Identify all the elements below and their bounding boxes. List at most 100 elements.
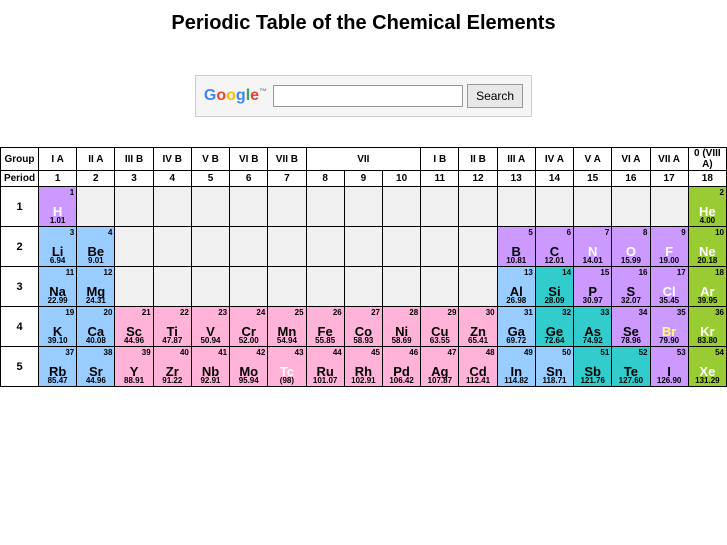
atomic-mass: 40.08 [77,336,114,345]
element-Ag[interactable]: 47Ag107.87 [421,347,459,387]
element-B[interactable]: 5B10.81 [497,227,535,267]
element-Nb[interactable]: 41Nb92.91 [191,347,229,387]
element-Co[interactable]: 27Co58.93 [344,307,382,347]
element-Ge[interactable]: 32Ge72.64 [535,307,573,347]
element-Si[interactable]: 14Si28.09 [535,267,573,307]
element-Ga[interactable]: 31Ga69.72 [497,307,535,347]
element-Be[interactable]: 4Be9.01 [77,227,115,267]
element-K[interactable]: 19K39.10 [39,307,77,347]
empty-cell [382,187,420,227]
element-Ne[interactable]: 10Ne20.18 [688,227,726,267]
atomic-mass: 78.96 [612,336,649,345]
element-Mo[interactable]: 42Mo95.94 [230,347,268,387]
element-Al[interactable]: 13Al26.98 [497,267,535,307]
google-logo: Google™ [204,87,267,105]
element-Kr[interactable]: 36Kr83.80 [688,307,726,347]
atomic-mass: 4.00 [689,216,726,225]
atomic-number: 40 [180,348,189,357]
atomic-number: 7 [605,228,609,237]
element-Xe[interactable]: 54Xe131.29 [688,347,726,387]
element-Mg[interactable]: 12Mg24.31 [77,267,115,307]
atomic-number: 4 [108,228,112,237]
search-button[interactable]: Search [467,84,523,108]
element-Rb[interactable]: 37Rb85.47 [39,347,77,387]
group-number: 6 [230,171,268,187]
atomic-mass: 91.22 [154,376,191,385]
element-Sc[interactable]: 21Sc44.96 [115,307,153,347]
element-Te[interactable]: 52Te127.60 [612,347,650,387]
empty-cell [459,187,497,227]
element-Zr[interactable]: 40Zr91.22 [153,347,191,387]
period-number: 3 [1,267,39,307]
atomic-number: 23 [218,308,227,317]
element-Cu[interactable]: 29Cu63.55 [421,307,459,347]
atomic-number: 13 [524,268,533,277]
element-Na[interactable]: 11Na22.99 [39,267,77,307]
group-header: VI A [612,148,650,171]
atomic-number: 8 [643,228,647,237]
element-Li[interactable]: 3Li6.94 [39,227,77,267]
search-input[interactable] [273,85,463,107]
periodic-table: GroupI AII AIII BIV BV BVI BVII BVIII BI… [0,147,727,387]
element-Ti[interactable]: 22Ti47.87 [153,307,191,347]
atomic-mass: 39.95 [689,296,726,305]
atomic-number: 44 [333,348,342,357]
element-Rh[interactable]: 45Rh102.91 [344,347,382,387]
element-Ni[interactable]: 28Ni58.69 [382,307,420,347]
atomic-mass: 118.71 [536,376,573,385]
element-As[interactable]: 33As74.92 [574,307,612,347]
period-label: Period [1,171,39,187]
group-header: V B [191,148,229,171]
group-number: 7 [268,171,306,187]
empty-cell [612,187,650,227]
element-N[interactable]: 7N14.01 [574,227,612,267]
atomic-number: 54 [715,348,724,357]
group-header: II A [77,148,115,171]
element-Mn[interactable]: 25Mn54.94 [268,307,306,347]
element-Sb[interactable]: 51Sb121.76 [574,347,612,387]
element-I[interactable]: 53I126.90 [650,347,688,387]
element-Pd[interactable]: 46Pd106.42 [382,347,420,387]
element-Fe[interactable]: 26Fe55.85 [306,307,344,347]
group-number: 12 [459,171,497,187]
atomic-number: 39 [142,348,151,357]
element-Tc[interactable]: 43Tc(98) [268,347,306,387]
group-number: 1 [39,171,77,187]
element-Sn[interactable]: 50Sn118.71 [535,347,573,387]
element-C[interactable]: 6C12.01 [535,227,573,267]
element-F[interactable]: 9F19.00 [650,227,688,267]
element-Ru[interactable]: 44Ru101.07 [306,347,344,387]
atomic-mass: 95.94 [230,376,267,385]
element-S[interactable]: 16S32.07 [612,267,650,307]
element-Y[interactable]: 39Y88.91 [115,347,153,387]
group-number: 9 [344,171,382,187]
atomic-number: 36 [715,308,724,317]
element-Ar[interactable]: 18Ar39.95 [688,267,726,307]
atomic-mass: 20.18 [689,256,726,265]
element-P[interactable]: 15P30.97 [574,267,612,307]
empty-cell [153,227,191,267]
atomic-mass: 79.90 [651,336,688,345]
element-H[interactable]: 1H1.01 [39,187,77,227]
element-Sr[interactable]: 38Sr44.96 [77,347,115,387]
element-O[interactable]: 8O15.99 [612,227,650,267]
atomic-mass: 10.81 [498,256,535,265]
element-Cr[interactable]: 24Cr52.00 [230,307,268,347]
atomic-mass: 9.01 [77,256,114,265]
element-Se[interactable]: 34Se78.96 [612,307,650,347]
atomic-mass: 58.93 [345,336,382,345]
element-Cl[interactable]: 17Cl35.45 [650,267,688,307]
element-In[interactable]: 49In114.82 [497,347,535,387]
atomic-number: 11 [66,268,74,277]
atomic-mass: 102.91 [345,376,382,385]
element-Br[interactable]: 35Br79.90 [650,307,688,347]
element-He[interactable]: 2He4.00 [688,187,726,227]
empty-cell [306,227,344,267]
atomic-number: 18 [715,268,724,277]
atomic-number: 3 [70,228,74,237]
element-Zn[interactable]: 30Zn65.41 [459,307,497,347]
element-Ca[interactable]: 20Ca40.08 [77,307,115,347]
element-Cd[interactable]: 48Cd112.41 [459,347,497,387]
element-V[interactable]: 23V50.94 [191,307,229,347]
group-header: 0 (VIII A) [688,148,726,171]
